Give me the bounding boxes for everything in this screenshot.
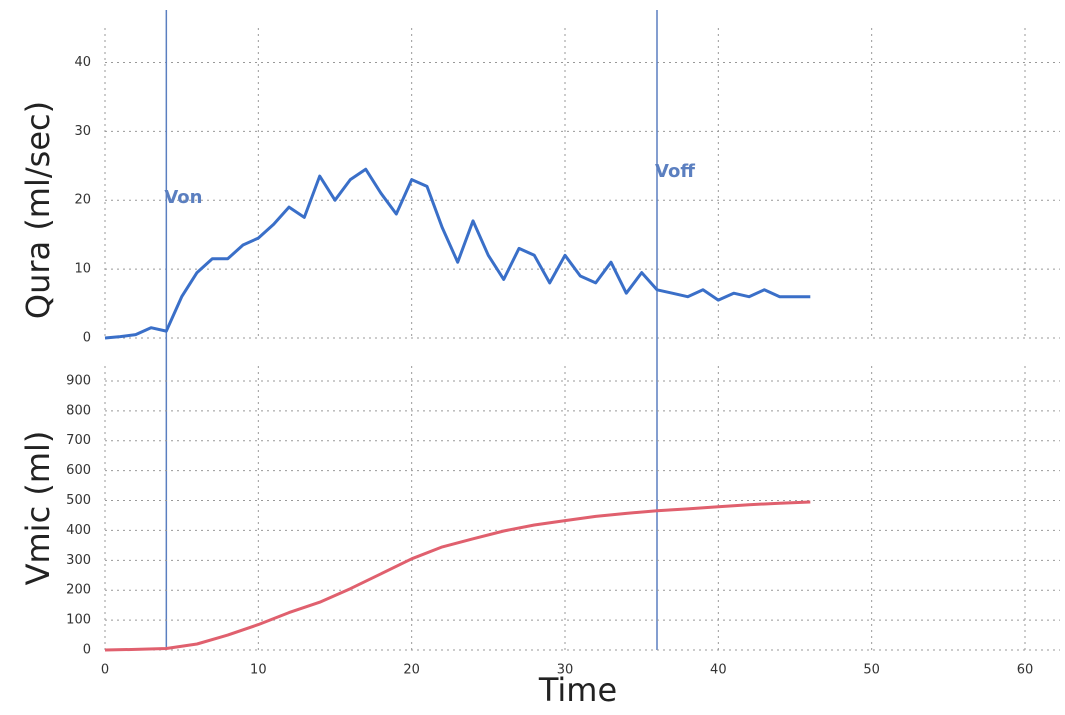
y-tick-label: 700 — [66, 433, 91, 448]
y-tick-label: 800 — [66, 403, 91, 418]
marker-label: Voff — [655, 161, 695, 182]
y-tick-label: 900 — [66, 373, 91, 388]
y-tick-label: 40 — [74, 55, 91, 70]
data-line — [104, 167, 811, 340]
x-tick-label: 40 — [710, 663, 727, 678]
data-line — [104, 500, 811, 652]
y-tick-label: 20 — [74, 193, 91, 208]
y-axis-label: Qura (ml/sec) — [19, 101, 57, 319]
y-tick-label: 300 — [66, 553, 91, 568]
x-tick-label: 20 — [403, 663, 420, 678]
y-tick-label: 0 — [83, 331, 91, 346]
marker-label: Von — [164, 187, 202, 208]
y-axis-label: Vmic (ml) — [19, 431, 57, 586]
y-tick-label: 500 — [66, 493, 91, 508]
y-tick-label: 600 — [66, 463, 91, 478]
x-axis-label: Time — [538, 671, 617, 709]
y-tick-label: 400 — [66, 523, 91, 538]
x-tick-label: 50 — [863, 663, 880, 678]
y-tick-label: 0 — [83, 643, 91, 658]
y-tick-label: 10 — [74, 262, 91, 277]
x-tick-label: 30 — [557, 663, 574, 678]
y-tick-label: 30 — [74, 124, 91, 139]
y-tick-label: 200 — [66, 583, 91, 598]
x-tick-label: 10 — [250, 663, 267, 678]
y-tick-label: 100 — [66, 613, 91, 628]
x-tick-label: 0 — [101, 663, 109, 678]
x-tick-label: 60 — [1017, 663, 1034, 678]
